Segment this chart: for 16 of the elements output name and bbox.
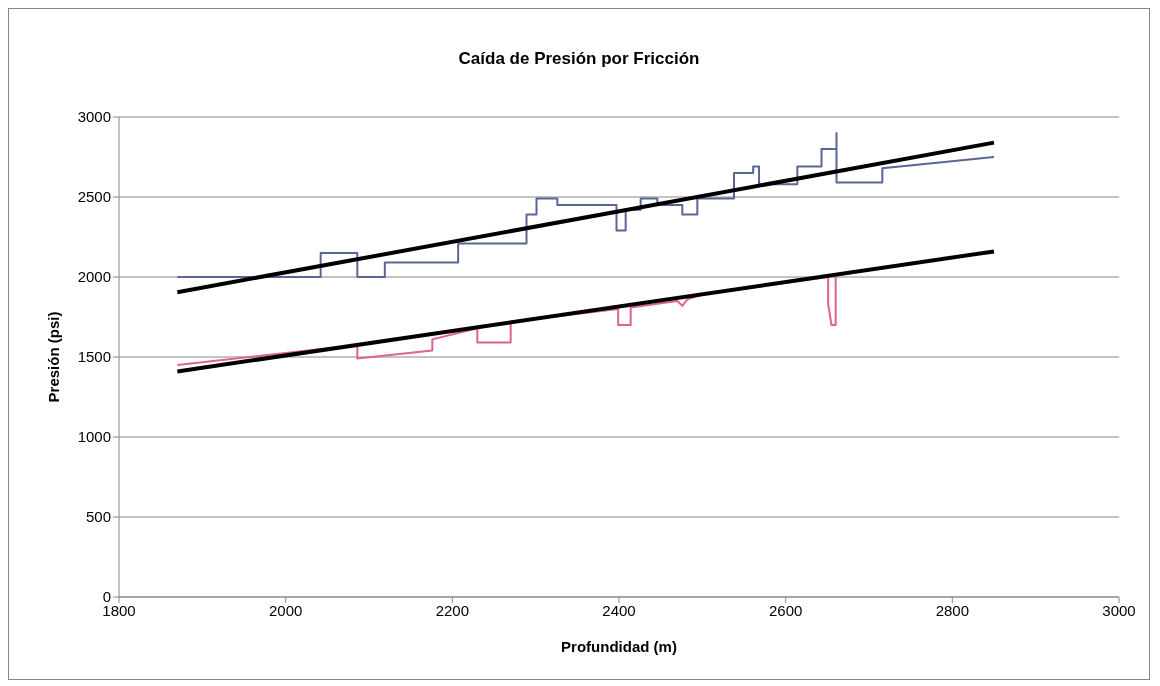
x-tick-label: 2200 [435,601,470,619]
y-tick-label: 1000 [77,428,111,446]
x-tick-label: 2000 [268,601,303,619]
chart-title: Caída de Presión por Fricción [457,48,701,70]
x-tick-label: 2800 [935,601,970,619]
y-axis-title: Presión (psi) [45,311,63,403]
x-tick-label: 2600 [768,601,803,619]
x-axis-title: Profundidad (m) [561,638,677,655]
x-tick-label: 2400 [602,601,636,619]
y-tick-label: 3000 [77,108,111,126]
y-tick-label: 1500 [77,348,111,366]
y-tick-label: 2500 [77,188,111,206]
y-tick-label: 500 [85,508,111,526]
x-tick-label: 3000 [1102,601,1136,619]
y-tick-label: 2000 [77,268,111,286]
line-series [176,132,995,278]
